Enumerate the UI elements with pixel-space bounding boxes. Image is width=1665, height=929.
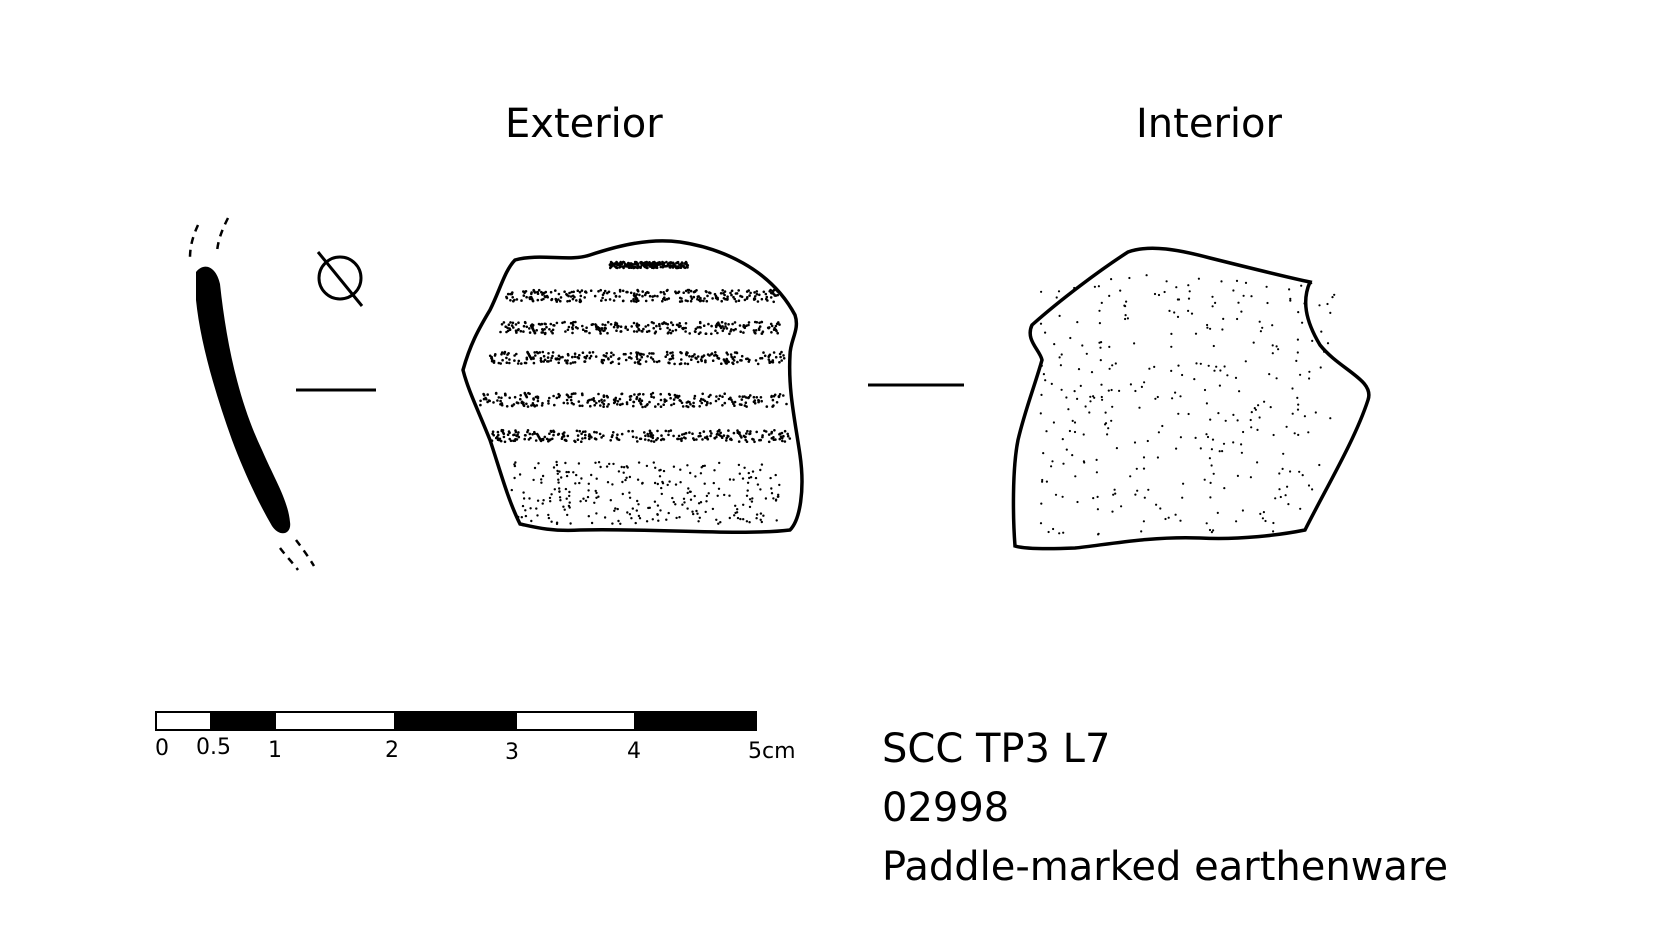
profile-continuation-marks [188,217,316,571]
sherd-profile-section [196,266,291,534]
exterior-paddle-stipple [479,260,792,526]
catalogue-number: 02998 [882,785,1010,831]
scale-tick-label: 4 [627,739,641,764]
scale-bar [155,711,757,731]
scale-tick-label: 2 [385,738,399,763]
site-label: SCC TP3 L7 [882,726,1111,772]
exterior-heading: Exterior [505,101,663,147]
interior-heading: Interior [1136,101,1282,147]
scale-tick-label: 0.5 [196,735,231,760]
description-label: Paddle-marked earthenware [882,844,1449,890]
scale-tick-label: 3 [505,740,519,765]
scale-tick-label: 5cm [748,739,796,764]
interior-stipple [1039,274,1336,536]
scale-tick-label: 0 [155,736,169,761]
diameter-symbol [316,251,364,307]
scale-tick-label: 1 [268,738,282,763]
exterior-sherd [461,239,804,535]
interior-sherd [1011,246,1371,551]
